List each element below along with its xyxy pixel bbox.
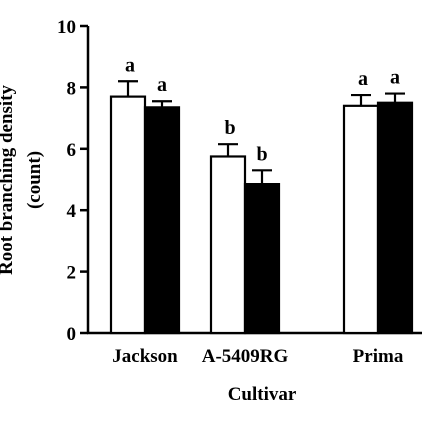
y-tick-label-8: 8 — [67, 78, 77, 99]
y-axis-title: Root branching density (count) — [0, 84, 45, 275]
bar-1-2 — [209, 155, 247, 335]
bar-2-1 — [143, 106, 181, 335]
significance-label-2-2: b — [256, 143, 267, 165]
x-category-label-2: A-5409RG — [202, 346, 289, 367]
bar-1-1 — [109, 95, 147, 335]
y-tick-label-6: 6 — [67, 140, 77, 161]
bar-1-3 — [342, 104, 380, 335]
y-tick-label-2: 2 — [67, 263, 77, 284]
y-tick-label-10: 10 — [57, 17, 76, 38]
y-tick-label-4: 4 — [67, 201, 77, 222]
x-category-label-1: Jackson — [112, 346, 178, 367]
significance-label-1-2: b — [224, 117, 235, 139]
bar-2-3 — [376, 101, 414, 335]
significance-label-1-3: a — [358, 68, 368, 90]
y-axis-title-line-2: (count) — [24, 151, 45, 209]
x-axis-title: Cultivar — [228, 384, 297, 405]
y-tick-label-0: 0 — [67, 324, 77, 345]
significance-label-2-1: a — [157, 74, 167, 96]
x-category-label-3: Prima — [353, 346, 404, 367]
significance-label-2-3: a — [390, 67, 400, 89]
y-axis-title-line-1: Root branching density — [0, 84, 17, 275]
significance-label-1-1: a — [125, 54, 135, 76]
bar-2-2 — [243, 183, 281, 335]
